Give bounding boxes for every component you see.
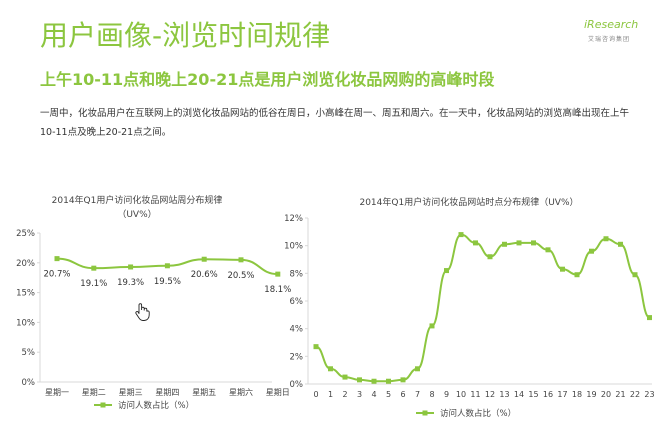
- chart1-data-point: [516, 240, 522, 246]
- chart1-data-point: [589, 248, 594, 254]
- chart0-data-point: [201, 256, 207, 262]
- chart1-x-tick-label: 20: [601, 390, 611, 399]
- chart1-x-tick-label: 2: [342, 390, 347, 399]
- chart1-data-point: [574, 272, 580, 278]
- chart1-series-line: [315, 233, 651, 383]
- chart1-data-point: [415, 366, 420, 372]
- chart1-data-point: [502, 241, 507, 247]
- chart0-data-label: 19.1%: [80, 279, 107, 289]
- chart0-data-label: 20.5%: [227, 271, 254, 281]
- chart0-data-point: [164, 263, 170, 269]
- chart1-data-point: [386, 378, 391, 384]
- chart1-legend-marker: [422, 410, 428, 416]
- chart1-data-point: [647, 315, 652, 321]
- chart0-x-tick-label: 星期二: [82, 388, 106, 397]
- chart1-title: 2014年Q1用户访问化妆品网站时点分布规律（UV%）: [359, 196, 578, 208]
- chart1-y-tick-label: 2%: [290, 352, 304, 362]
- chart0-data-point: [238, 257, 244, 263]
- chart1-data-point: [487, 254, 493, 260]
- chart1-x-tick-label: 19: [586, 390, 596, 399]
- chart0-y-tick-label: 10%: [16, 318, 35, 328]
- chart1-x-tick-label: 16: [543, 390, 553, 399]
- chart1-y-tick-label: 6%: [290, 297, 304, 307]
- page-subtitle: 上午10-11点和晚上20-21点是用户浏览化妆品网购的高峰时段: [40, 70, 495, 89]
- chart1-x-tick-label: 0: [313, 390, 318, 399]
- chart1-x-tick-label: 17: [557, 390, 567, 399]
- chart1-legend-label: 访问人数占比（%）: [440, 408, 516, 419]
- page-title: 用户画像-浏览时间规律: [40, 19, 331, 52]
- chart1-data-point: [618, 241, 623, 247]
- chart0-data-point: [91, 265, 97, 271]
- chart0-data-label: 20.7%: [43, 270, 70, 280]
- chart1-y-tick-label: 8%: [290, 269, 304, 279]
- chart0-data-label: 20.6%: [191, 270, 218, 280]
- chart0-title: 2014年Q1用户访问化妆品网站周分布规律: [52, 194, 223, 206]
- chart1-data-point: [313, 344, 319, 350]
- chart0-y-tick-label: 25%: [16, 229, 35, 239]
- chart1-x-tick-label: 1: [328, 390, 333, 399]
- chart0-data-point: [275, 271, 281, 277]
- chart1-data-point: [531, 240, 536, 246]
- chart1-data-point: [560, 266, 565, 272]
- description-text: 一周中，化妆品用户在互联网上的浏览化妆品网站的低谷在周日，小高峰在周一、周五和周…: [40, 108, 630, 138]
- chart1-x-tick-label: 3: [357, 390, 362, 399]
- chart1-x-tick-label: 12: [485, 390, 495, 399]
- chart1-x-tick-label: 5: [386, 390, 391, 399]
- chart1-data-point: [357, 377, 362, 383]
- chart1-data-point: [603, 236, 609, 242]
- chart1-data-point: [444, 268, 449, 274]
- chart1-data-point: [458, 232, 464, 238]
- chart1-x-tick-label: 13: [499, 390, 509, 399]
- chart0-data-label: 19.3%: [117, 278, 144, 288]
- chart1-y-tick-label: 12%: [284, 214, 303, 224]
- chart0-x-tick-label: 星期日: [266, 388, 290, 397]
- chart0-x-tick-label: 星期三: [119, 388, 143, 397]
- chart1-x-tick-label: 9: [444, 390, 449, 399]
- chart1-data-point: [371, 378, 377, 384]
- chart1-data-point: [400, 377, 406, 383]
- chart0-data-label: 18.1%: [264, 285, 291, 295]
- chart1-x-tick-label: 6: [400, 390, 405, 399]
- chart0-data-label: 19.5%: [154, 277, 181, 287]
- logo-text: iResearch: [584, 18, 639, 31]
- chart0-y-tick-label: 15%: [16, 289, 35, 299]
- chart1-x-tick-label: 7: [415, 390, 420, 399]
- logo-subtext: 艾瑞咨询集团: [588, 36, 631, 43]
- chart0-subtitle: （UV%）: [117, 209, 156, 220]
- chart0-x-tick-label: 星期五: [192, 388, 216, 397]
- chart1-y-tick-label: 0%: [290, 380, 304, 390]
- chart0-x-tick-label: 星期一: [45, 388, 69, 397]
- chart0-x-tick-label: 星期六: [229, 387, 253, 397]
- chart1-data-point: [328, 366, 333, 372]
- chart0-data-point: [128, 264, 134, 270]
- chart0-legend-label: 访问人数占比（%）: [118, 400, 194, 411]
- chart1-x-tick-label: 18: [572, 390, 582, 399]
- chart1-x-tick-label: 21: [615, 390, 625, 399]
- chart1-x-tick-label: 8: [429, 390, 434, 399]
- chart0-x-tick-label: 星期四: [155, 388, 179, 397]
- chart0-legend-marker: [100, 402, 106, 408]
- hand-pointer-icon: [135, 303, 150, 321]
- chart0-y-tick-label: 0%: [22, 378, 36, 388]
- iresearch-logo: iResearch 艾瑞咨询集团: [584, 18, 648, 54]
- chart1-data-point: [429, 323, 435, 329]
- chart1-x-tick-label: 10: [456, 390, 466, 399]
- chart1-x-tick-label: 4: [371, 390, 376, 399]
- chart1-x-tick-label: 11: [470, 390, 480, 399]
- chart0-y-tick-label: 20%: [16, 259, 35, 269]
- chart1-data-point: [545, 247, 551, 253]
- chart1-y-tick-label: 10%: [284, 242, 303, 252]
- chart1-x-tick-label: 23: [644, 390, 654, 399]
- chart0-data-point: [54, 256, 60, 262]
- chart1-y-tick-label: 4%: [290, 325, 304, 335]
- chart1-x-tick-label: 15: [528, 390, 538, 399]
- chart1-data-point: [342, 374, 348, 380]
- chart0-y-tick-label: 5%: [22, 348, 36, 358]
- chart1-data-point: [473, 240, 478, 246]
- chart1-x-tick-label: 22: [630, 390, 640, 399]
- chart1-x-tick-label: 14: [514, 390, 524, 399]
- chart1-data-point: [632, 272, 638, 278]
